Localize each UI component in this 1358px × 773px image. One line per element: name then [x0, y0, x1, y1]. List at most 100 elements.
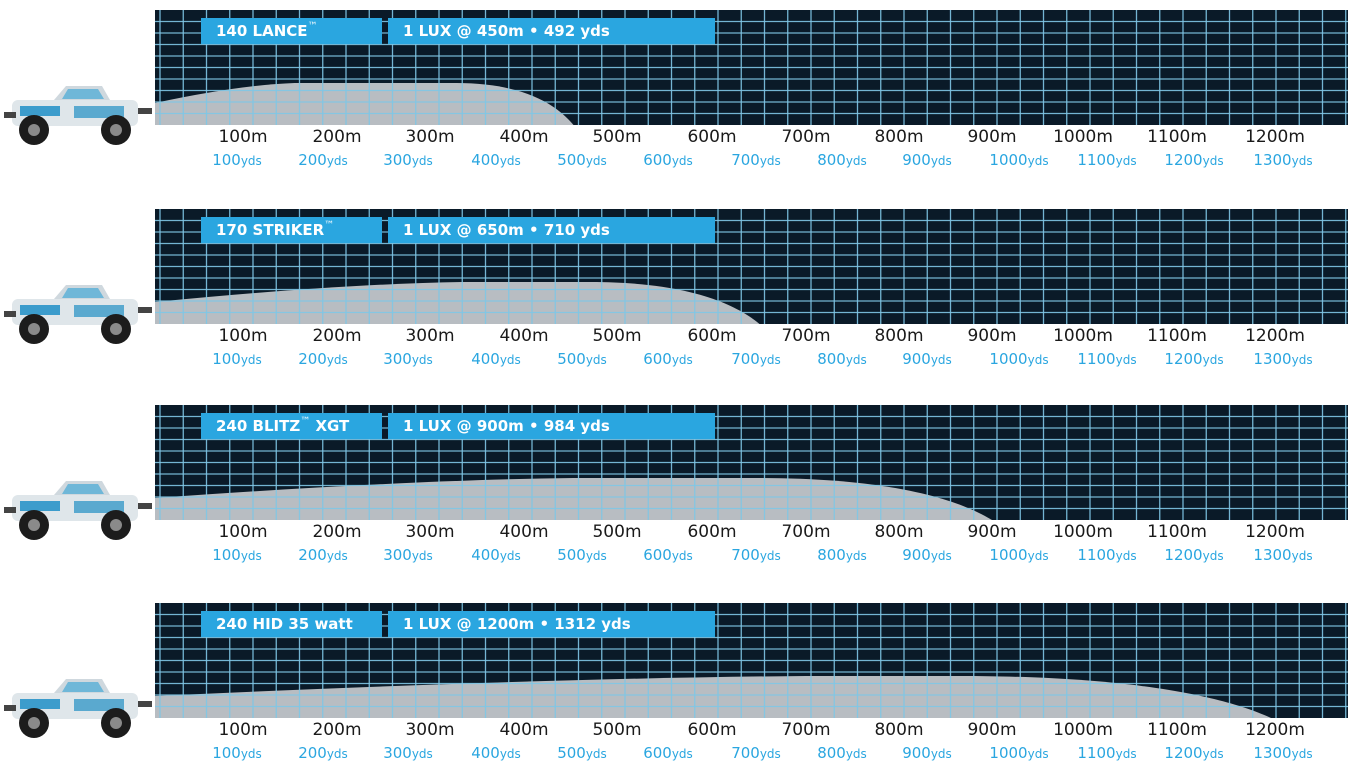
yard-axis: 100yds 200yds 300yds 400yds 500yds 600yds 700y… — [0, 546, 1358, 568]
offroad-truck-icon — [4, 285, 152, 344]
yard-tick-label: 1000yds — [989, 350, 1049, 368]
meter-tick-label: 500m — [592, 127, 642, 147]
yard-tick-label: 800yds — [817, 744, 867, 762]
meter-tick-label: 300m — [405, 720, 455, 740]
yard-tick-label: 1200yds — [1164, 350, 1224, 368]
yard-tick-label: 500yds — [557, 151, 607, 169]
truck-bumper — [4, 507, 16, 513]
beam-plot-area: 240 HID 35 watt 1 LUX @ 1200m • 1312 yds — [155, 603, 1348, 718]
trademark-symbol: ™ — [324, 220, 335, 231]
truck-hub — [28, 717, 40, 729]
yard-tick-label: 200yds — [298, 546, 348, 564]
yard-tick-label: 800yds — [817, 546, 867, 564]
beam-plot-area: 240 BLITZ™ XGT 1 LUX @ 900m • 984 yds — [155, 405, 1348, 520]
meter-tick-label: 600m — [687, 326, 737, 346]
meter-tick-label: 1200m — [1245, 522, 1305, 542]
yard-tick-label: 300yds — [383, 350, 433, 368]
lux-distance-tag: 1 LUX @ 650m • 710 yds — [388, 217, 715, 243]
meter-tick-label: 700m — [781, 720, 831, 740]
beam-plot-svg — [155, 405, 1348, 520]
meter-tick-label: 400m — [499, 522, 549, 542]
lux-distance-tag: 1 LUX @ 900m • 984 yds — [388, 413, 715, 439]
meter-tick-label: 1000m — [1053, 522, 1113, 542]
yard-tick-label: 500yds — [557, 546, 607, 564]
meter-tick-label: 1100m — [1147, 720, 1207, 740]
truck-bumper — [4, 705, 16, 711]
meter-tick-label: 1000m — [1053, 720, 1113, 740]
yard-tick-label: 900yds — [902, 151, 952, 169]
yard-tick-label: 1300yds — [1253, 744, 1313, 762]
truck-light-bar — [138, 108, 152, 114]
meter-tick-label: 200m — [312, 127, 362, 147]
yard-tick-label: 1000yds — [989, 546, 1049, 564]
yard-tick-label: 400yds — [471, 744, 521, 762]
beam-chart-row: 240 BLITZ™ XGT 1 LUX @ 900m • 984 yds 100m… — [0, 405, 1358, 575]
yard-tick-label: 100yds — [212, 350, 262, 368]
truck-hub — [28, 323, 40, 335]
yard-tick-label: 300yds — [383, 151, 433, 169]
yard-tick-label: 800yds — [817, 151, 867, 169]
truck-bumper — [4, 112, 16, 118]
yard-tick-label: 1100yds — [1077, 350, 1137, 368]
meter-tick-label: 400m — [499, 720, 549, 740]
product-name-tag: 140 LANCE™ — [201, 18, 382, 44]
truck-hub — [110, 717, 122, 729]
meter-tick-label: 900m — [967, 127, 1017, 147]
product-suffix: XGT — [310, 417, 350, 435]
yard-tick-label: 1100yds — [1077, 151, 1137, 169]
yard-tick-label: 100yds — [212, 546, 262, 564]
yard-tick-label: 700yds — [731, 350, 781, 368]
truck-stripe — [20, 305, 60, 315]
yard-tick-label: 1200yds — [1164, 546, 1224, 564]
yard-tick-label: 600yds — [643, 151, 693, 169]
beam-area — [155, 282, 760, 324]
yard-tick-label: 200yds — [298, 151, 348, 169]
yard-tick-label: 400yds — [471, 350, 521, 368]
truck-stripe — [20, 699, 60, 709]
meter-tick-label: 800m — [874, 127, 924, 147]
yard-axis: 100yds 200yds 300yds 400yds 500yds 600yds 700y… — [0, 744, 1358, 766]
meter-tick-label: 1200m — [1245, 127, 1305, 147]
yard-axis: 100yds 200yds 300yds 400yds 500yds 600yds 700y… — [0, 151, 1358, 173]
meter-tick-label: 100m — [218, 127, 268, 147]
truck-decal — [74, 305, 124, 317]
meter-axis: 100m 200m 300m 400m 500m 600m 700m 800m 900m 1000… — [0, 326, 1358, 348]
meter-tick-label: 800m — [874, 522, 924, 542]
meter-tick-label: 1200m — [1245, 720, 1305, 740]
product-name-tag: 240 BLITZ™ XGT — [201, 413, 382, 439]
yard-tick-label: 900yds — [902, 546, 952, 564]
meter-tick-label: 800m — [874, 720, 924, 740]
yard-tick-label: 1000yds — [989, 151, 1049, 169]
meter-tick-label: 100m — [218, 522, 268, 542]
meter-tick-label: 200m — [312, 720, 362, 740]
truck-image — [4, 78, 154, 148]
truck-light-bar — [138, 503, 152, 509]
meter-tick-label: 700m — [781, 127, 831, 147]
meter-tick-label: 200m — [312, 522, 362, 542]
yard-tick-label: 1300yds — [1253, 350, 1313, 368]
beam-plot-svg — [155, 209, 1348, 324]
meter-tick-label: 300m — [405, 127, 455, 147]
truck-light-bar — [138, 701, 152, 707]
product-name: 240 BLITZ — [216, 417, 301, 435]
truck-image — [4, 473, 154, 543]
meter-tick-label: 1100m — [1147, 326, 1207, 346]
meter-tick-label: 600m — [687, 720, 737, 740]
lux-distance-tag: 1 LUX @ 1200m • 1312 yds — [388, 611, 715, 637]
yard-tick-label: 1200yds — [1164, 744, 1224, 762]
truck-hub — [110, 519, 122, 531]
yard-tick-label: 1200yds — [1164, 151, 1224, 169]
truck-image — [4, 671, 154, 741]
truck-hub — [28, 124, 40, 136]
trademark-symbol: ™ — [307, 21, 318, 32]
beam-plot-area: 170 STRIKER™ 1 LUX @ 650m • 710 yds — [155, 209, 1348, 324]
truck-window — [62, 89, 104, 99]
truck-decal — [74, 699, 124, 711]
beam-area — [155, 478, 992, 520]
product-name: 140 LANCE — [216, 22, 308, 40]
yard-tick-label: 600yds — [643, 744, 693, 762]
beam-plot-svg — [155, 10, 1348, 125]
meter-tick-label: 600m — [687, 127, 737, 147]
truck-bumper — [4, 311, 16, 317]
beam-area — [155, 83, 574, 125]
